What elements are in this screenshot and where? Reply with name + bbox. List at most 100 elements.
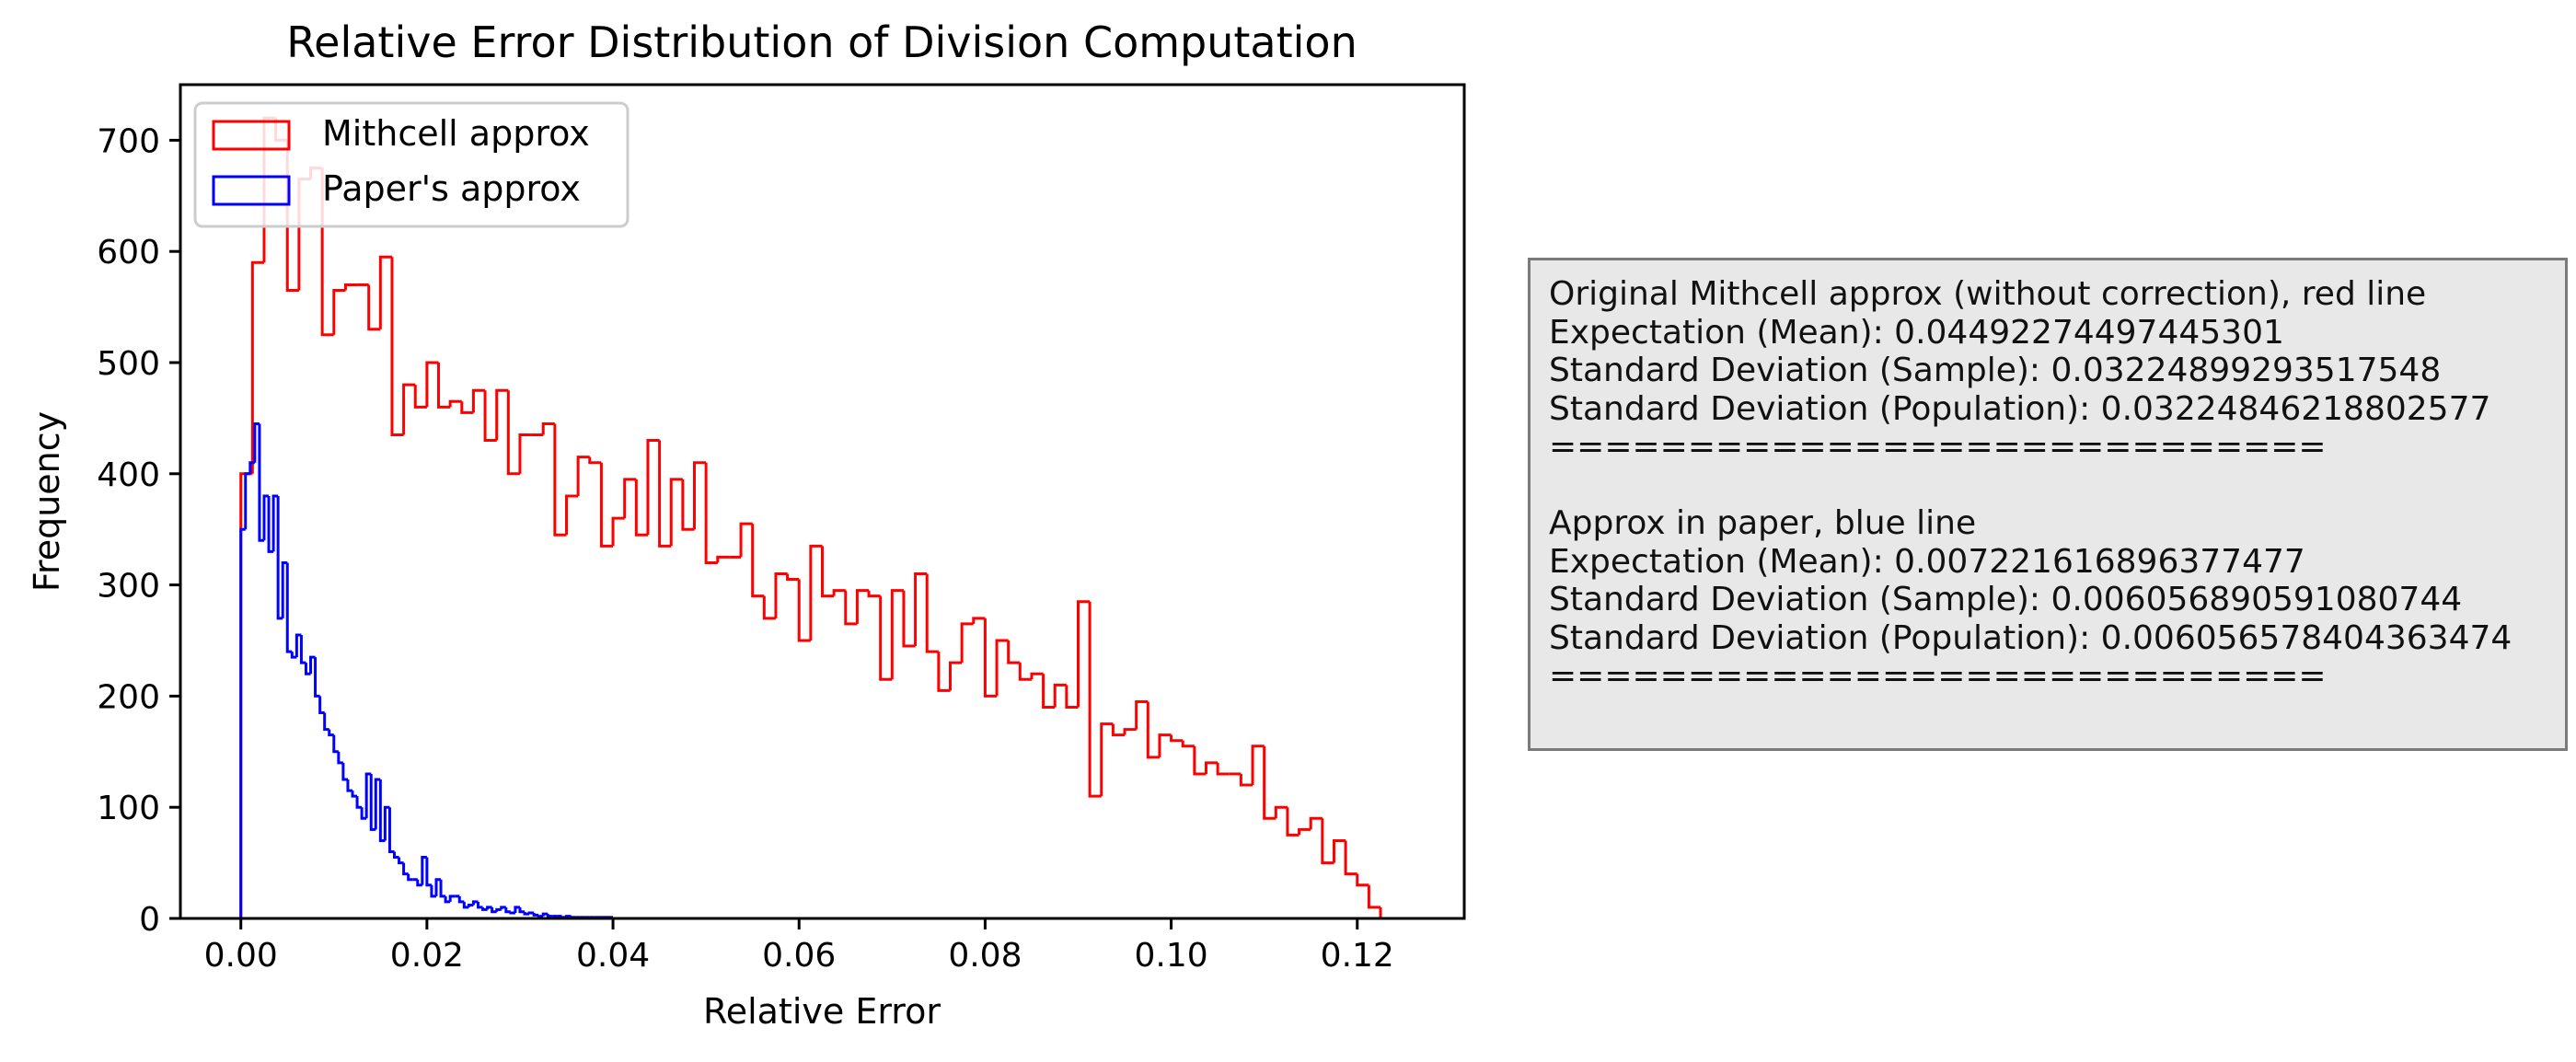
bin-step xyxy=(1170,734,1184,743)
bin-step xyxy=(355,796,363,809)
bin-step xyxy=(774,572,788,618)
bin-step xyxy=(250,260,264,474)
bin-step xyxy=(983,618,998,698)
stats-line: Expectation (Mean): 0.007221616896377477 xyxy=(1549,542,2305,581)
bin-step xyxy=(972,617,986,624)
stats-line: Standard Deviation (Sample): 0.006056890… xyxy=(1549,581,2463,618)
bin-step xyxy=(328,729,334,737)
y-tick-label: 0 xyxy=(139,901,160,939)
bin-step xyxy=(337,751,343,765)
bin-step xyxy=(546,914,553,918)
legend-label-paper: Paper's approx xyxy=(322,168,581,209)
bin-step xyxy=(393,851,399,860)
plot-series-group xyxy=(239,116,1382,919)
bin-step xyxy=(1251,745,1265,786)
chart-title: Relative Error Distribution of Division … xyxy=(286,17,1357,67)
stats-line xyxy=(1549,467,2565,505)
bin-step xyxy=(444,895,451,904)
y-tick-label: 400 xyxy=(97,456,160,494)
bin-step xyxy=(413,385,427,409)
bin-step xyxy=(1088,601,1102,798)
bin-step xyxy=(1030,672,1044,680)
bin-step xyxy=(430,884,436,898)
bin-step xyxy=(360,807,367,820)
legend-swatch-paper xyxy=(212,175,291,206)
bin-step xyxy=(332,734,339,754)
bin-step xyxy=(239,527,246,918)
bin-step xyxy=(448,399,462,408)
bin-step xyxy=(248,461,255,474)
bin-step xyxy=(1158,733,1172,757)
bin-step xyxy=(599,462,614,548)
bin-step xyxy=(481,906,488,911)
bin-step xyxy=(890,589,904,680)
bin-step xyxy=(716,555,730,563)
bin-step xyxy=(239,472,253,918)
bin-step xyxy=(495,388,509,441)
bin-step xyxy=(669,478,683,547)
legend: Mithcell approx Paper's approx xyxy=(193,101,630,228)
legend-frame xyxy=(193,101,630,228)
bin-step xyxy=(786,573,800,582)
bin-step xyxy=(739,522,753,558)
x-axis-label: Relative Error xyxy=(703,991,941,1032)
y-tick-label: 100 xyxy=(97,790,160,827)
bin-step xyxy=(541,421,555,435)
bin-step xyxy=(658,440,672,548)
bin-step xyxy=(341,762,348,781)
bin-step xyxy=(402,862,409,876)
bin-step xyxy=(1204,761,1219,774)
bin-step xyxy=(844,590,858,626)
y-tick-label: 200 xyxy=(97,678,160,716)
bin-step xyxy=(407,873,413,882)
bin-step xyxy=(1007,641,1021,664)
series-0 xyxy=(239,116,1382,918)
bin-step xyxy=(914,572,928,647)
bin-step xyxy=(1193,745,1207,776)
bin-step xyxy=(518,433,532,474)
bin-step xyxy=(762,595,776,620)
legend-swatch-mitchell xyxy=(212,120,291,151)
bin-step xyxy=(532,912,539,917)
bin-step xyxy=(276,495,283,620)
bin-step xyxy=(378,779,386,842)
bin-step xyxy=(1135,699,1149,730)
bin-step xyxy=(483,390,497,443)
x-tick-label: 0.12 xyxy=(1321,937,1394,975)
bin-step xyxy=(281,560,288,618)
stats-line: Standard Deviation (Sample): 0.032248992… xyxy=(1549,352,2442,389)
bin-step xyxy=(448,895,456,902)
bin-step xyxy=(1309,816,1323,830)
bin-step xyxy=(855,589,870,624)
bin-step xyxy=(416,879,422,887)
bin-step xyxy=(527,911,535,915)
y-tick-label: 600 xyxy=(97,234,160,271)
plot-frame xyxy=(179,83,1466,920)
bin-step xyxy=(751,524,765,598)
bin-step xyxy=(537,915,544,918)
bin-step xyxy=(1123,728,1137,735)
bin-step xyxy=(398,857,404,865)
bin-step xyxy=(1146,701,1160,759)
bin-step xyxy=(460,401,474,414)
bin-step xyxy=(467,904,474,907)
bin-step xyxy=(1053,683,1067,708)
bin-step xyxy=(1321,818,1334,865)
x-tick-label: 0.10 xyxy=(1134,937,1207,975)
bin-step xyxy=(402,383,416,435)
bin-step xyxy=(948,661,963,691)
bin-step xyxy=(1332,838,1346,863)
bin-step xyxy=(1018,663,1032,681)
bin-step xyxy=(576,456,590,496)
bin-step xyxy=(960,622,974,664)
bin-step xyxy=(378,255,392,329)
bin-step xyxy=(253,421,260,463)
bin-step xyxy=(471,388,486,413)
bin-step xyxy=(693,461,707,530)
bin-step xyxy=(1181,740,1195,748)
bin-step xyxy=(1356,873,1369,887)
bin-step xyxy=(1367,884,1381,909)
bin-step xyxy=(518,906,526,914)
x-tick-label: 0.02 xyxy=(390,937,464,975)
bin-step xyxy=(1111,723,1126,737)
